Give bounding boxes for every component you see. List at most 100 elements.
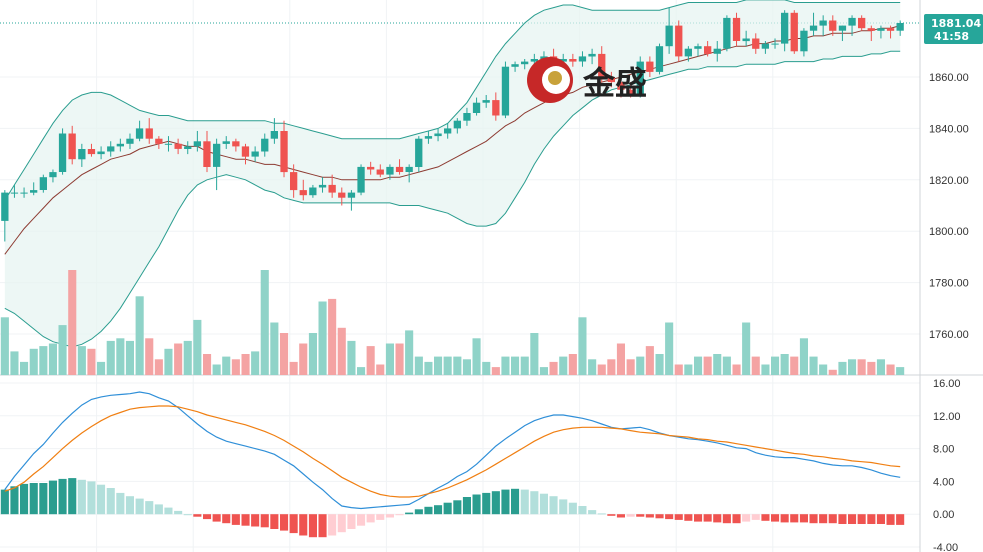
volume-bar xyxy=(665,322,674,375)
candle[interactable] xyxy=(222,136,230,149)
candle[interactable] xyxy=(87,143,96,157)
candle[interactable] xyxy=(492,92,500,121)
candle[interactable] xyxy=(501,61,510,119)
candle[interactable] xyxy=(848,15,856,36)
candle[interactable] xyxy=(309,184,317,198)
candle[interactable] xyxy=(30,182,38,196)
candle[interactable] xyxy=(886,25,895,39)
candle[interactable] xyxy=(694,43,702,57)
candle[interactable] xyxy=(376,164,384,178)
candle[interactable] xyxy=(627,82,635,98)
candle[interactable] xyxy=(858,15,866,31)
candle[interactable] xyxy=(829,15,837,36)
candle[interactable] xyxy=(732,12,741,47)
volume-bar xyxy=(193,319,202,375)
candlesticks[interactable] xyxy=(1,7,904,242)
candle[interactable] xyxy=(704,41,712,57)
candle[interactable] xyxy=(607,71,615,88)
candle[interactable] xyxy=(665,7,673,54)
candle[interactable] xyxy=(49,169,57,183)
candle[interactable] xyxy=(78,143,86,167)
candle[interactable] xyxy=(328,174,336,198)
candle[interactable] xyxy=(598,46,606,83)
candle[interactable] xyxy=(58,128,67,175)
candle[interactable] xyxy=(482,94,490,108)
candle[interactable] xyxy=(270,118,278,144)
macd-histogram-bar xyxy=(443,502,452,515)
candle[interactable] xyxy=(251,146,259,162)
candle[interactable] xyxy=(338,187,346,206)
candle[interactable] xyxy=(347,190,356,211)
candle[interactable] xyxy=(241,143,250,165)
candle[interactable] xyxy=(771,38,779,49)
candle[interactable] xyxy=(646,56,654,77)
candle[interactable] xyxy=(521,59,529,70)
candle[interactable] xyxy=(367,161,375,175)
candle[interactable] xyxy=(636,56,644,98)
candle[interactable] xyxy=(213,138,221,191)
candle[interactable] xyxy=(752,33,760,54)
candle[interactable] xyxy=(675,20,683,62)
candle[interactable] xyxy=(405,164,413,183)
candle[interactable] xyxy=(790,10,798,54)
price-axis[interactable]: 1860.00 1840.00 1820.00 1800.00 1780.00 1760.… xyxy=(929,72,969,552)
candle[interactable] xyxy=(68,125,76,165)
candle[interactable] xyxy=(781,10,789,52)
candle[interactable] xyxy=(511,61,519,72)
candle[interactable] xyxy=(97,146,105,160)
candle-body xyxy=(241,146,250,157)
candle[interactable] xyxy=(184,141,192,155)
candle[interactable] xyxy=(684,46,692,62)
candle[interactable] xyxy=(713,41,721,62)
candle[interactable] xyxy=(203,130,211,173)
candle[interactable] xyxy=(318,177,327,193)
candle[interactable] xyxy=(761,41,769,54)
candle[interactable] xyxy=(867,25,875,42)
candle-body xyxy=(501,66,510,116)
candle[interactable] xyxy=(424,130,433,144)
candle[interactable] xyxy=(193,130,201,152)
candle[interactable] xyxy=(174,138,182,155)
candle[interactable] xyxy=(357,164,365,196)
candle[interactable] xyxy=(232,138,240,152)
candle[interactable] xyxy=(472,97,481,116)
candle[interactable] xyxy=(742,30,750,47)
candle[interactable] xyxy=(10,184,19,198)
candle[interactable] xyxy=(896,20,904,36)
candle[interactable] xyxy=(299,179,307,201)
candle[interactable] xyxy=(838,25,847,42)
candle[interactable] xyxy=(126,133,134,149)
candle[interactable] xyxy=(453,118,461,134)
candle[interactable] xyxy=(39,174,47,193)
candle[interactable] xyxy=(261,133,269,157)
candle[interactable] xyxy=(809,12,818,36)
candle[interactable] xyxy=(280,120,288,178)
candle[interactable] xyxy=(800,28,808,57)
candle[interactable] xyxy=(415,136,423,173)
candle[interactable] xyxy=(155,136,163,149)
candle[interactable] xyxy=(877,25,885,39)
candle[interactable] xyxy=(655,43,664,75)
candle[interactable] xyxy=(578,51,587,67)
candle[interactable] xyxy=(434,128,442,142)
candle[interactable] xyxy=(386,164,394,180)
candle[interactable] xyxy=(819,15,827,36)
candle[interactable] xyxy=(723,15,731,52)
candle[interactable] xyxy=(20,187,28,198)
candle[interactable] xyxy=(588,48,596,65)
candle[interactable] xyxy=(116,138,124,152)
candle[interactable] xyxy=(107,141,115,157)
candle[interactable] xyxy=(145,118,153,144)
candle[interactable] xyxy=(135,120,144,142)
candle[interactable] xyxy=(463,107,471,126)
candle[interactable] xyxy=(444,123,452,139)
candle[interactable] xyxy=(617,74,625,98)
candle[interactable] xyxy=(290,164,298,198)
candle[interactable] xyxy=(1,190,9,242)
macd-histogram-bar xyxy=(299,514,308,536)
candle[interactable] xyxy=(395,159,404,175)
candle[interactable] xyxy=(164,136,173,152)
candle[interactable] xyxy=(569,53,577,67)
volume-bar xyxy=(876,359,885,376)
